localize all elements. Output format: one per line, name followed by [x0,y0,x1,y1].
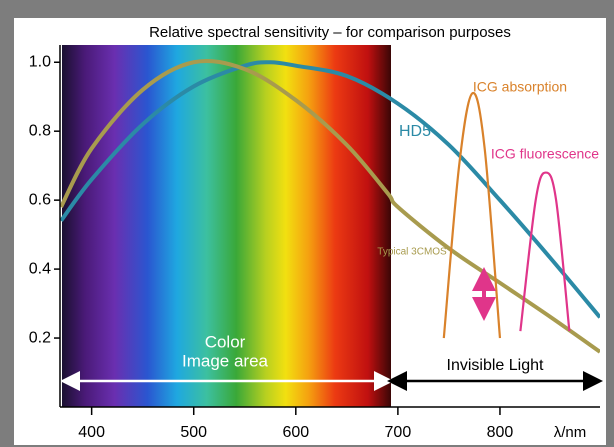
series-label: Typical 3CMOS [377,247,447,258]
annotation: Invisible Light [447,357,545,374]
y-tick-label: 1.0 [29,53,51,70]
y-tick-label: 0.4 [29,260,51,277]
annotation: Image area [182,351,269,370]
x-tick-label: 700 [385,424,412,441]
y-tick-label: 0.2 [29,329,51,346]
y-tick-label: 0.8 [29,122,51,139]
y-tick-label: 0.6 [29,191,51,208]
series-line [60,60,600,319]
x-axis-label: λ/nm [554,424,587,441]
spectrum-band [62,45,391,407]
series-label: ICG absorption [473,79,567,95]
x-tick-label: 400 [78,424,105,441]
series-line [60,58,600,354]
annotation: Color [205,332,246,351]
chart-title: Relative spectral sensitivity – for comp… [149,24,511,41]
series-label: HD5 [399,123,431,140]
series-line [442,92,502,339]
x-tick-label: 600 [282,424,309,441]
x-tick-label: 500 [180,424,207,441]
x-tick-label: 800 [487,424,514,441]
series-label: ICG fluorescence [491,146,599,162]
series-line [519,171,571,332]
